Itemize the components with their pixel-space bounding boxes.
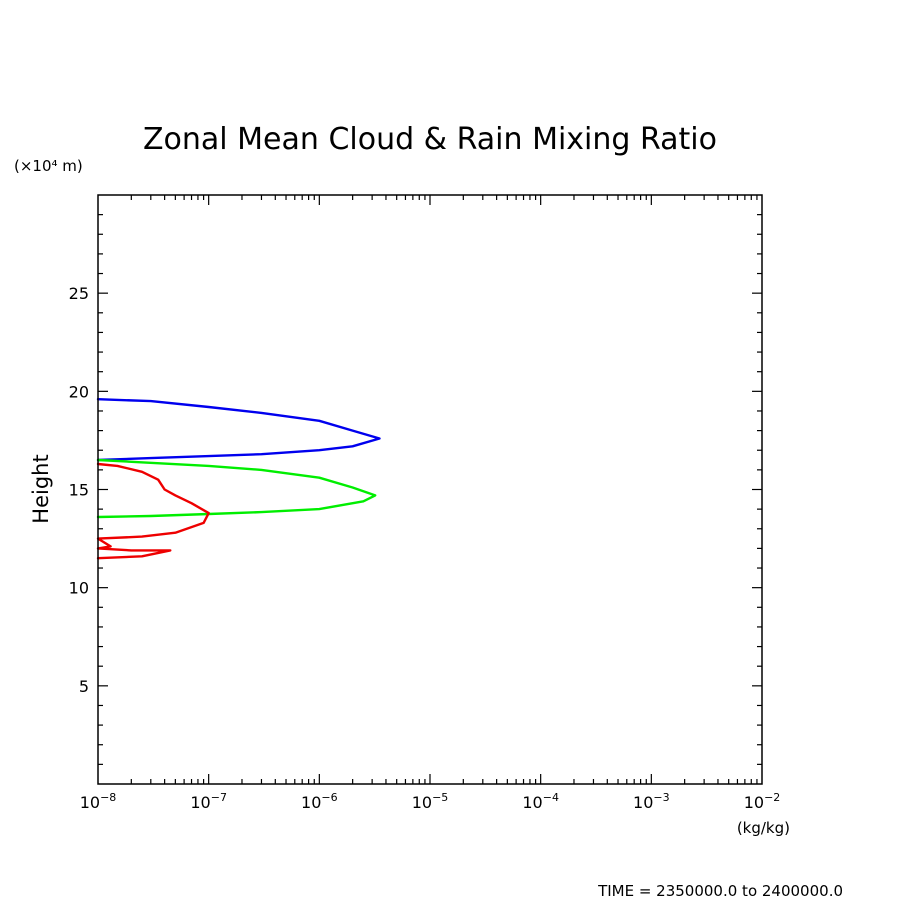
chart-title: Zonal Mean Cloud & Rain Mixing Ratio bbox=[143, 122, 717, 157]
tick-marks bbox=[98, 195, 762, 784]
series-line-2 bbox=[96, 458, 377, 519]
y-axis-label: Height bbox=[29, 454, 53, 523]
series-line-3 bbox=[96, 462, 210, 560]
data-series bbox=[96, 398, 381, 560]
y-tick-label: 5 bbox=[79, 677, 89, 696]
y-tick-label: 20 bbox=[69, 382, 89, 401]
x-tick-label: 10−7 bbox=[190, 791, 227, 812]
x-tick-label: 10−5 bbox=[412, 791, 449, 812]
plot-frame bbox=[97, 194, 763, 785]
series-line-1 bbox=[96, 398, 381, 462]
x-tick-label: 10−2 bbox=[744, 791, 781, 812]
y-tick-label: 25 bbox=[69, 284, 89, 303]
y-tick-labels: 5 10 15 20 25 bbox=[69, 284, 89, 696]
time-range-footer: TIME = 2350000.0 to 2400000.0 bbox=[597, 882, 843, 900]
x-axis-unit: (kg/kg) bbox=[737, 819, 790, 837]
x-tick-label: 10−4 bbox=[522, 791, 559, 812]
x-tick-labels: 10−8 10−7 10−6 10−5 10−4 10−3 10−2 bbox=[80, 791, 781, 812]
x-tick-label: 10−8 bbox=[80, 791, 117, 812]
x-tick-label: 10−6 bbox=[301, 791, 338, 812]
y-axis-unit: (×10⁴ m) bbox=[14, 157, 83, 175]
y-tick-label: 15 bbox=[69, 481, 89, 500]
y-tick-label: 10 bbox=[69, 579, 89, 598]
x-tick-label: 10−3 bbox=[633, 791, 670, 812]
